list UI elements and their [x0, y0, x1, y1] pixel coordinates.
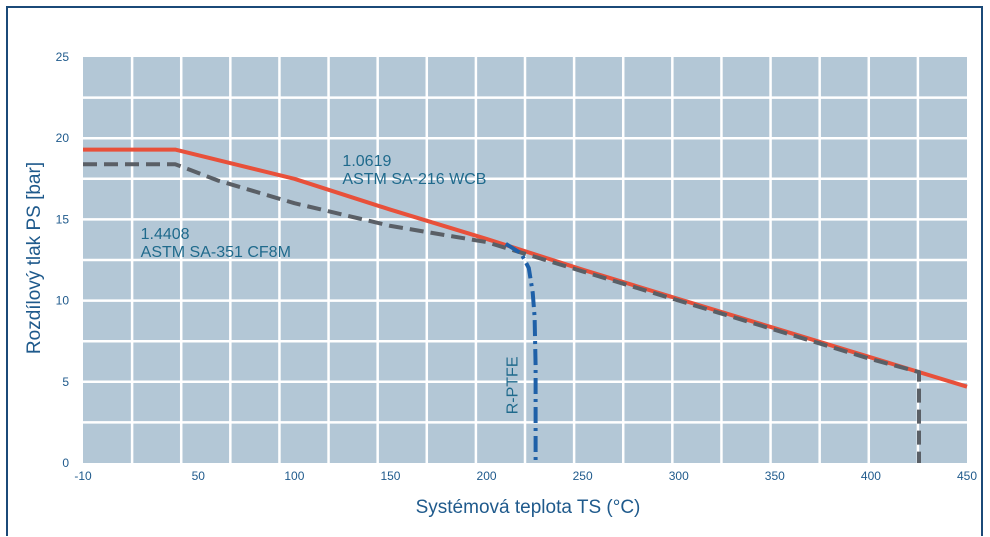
y-tick-label: 10: [56, 294, 70, 308]
x-tick-label: 400: [861, 469, 881, 483]
x-tick-label: -10: [74, 469, 92, 483]
x-tick-label: 250: [573, 469, 593, 483]
y-tick-label: 15: [56, 212, 70, 226]
annotation-2: R-PTFE: [504, 356, 521, 414]
x-tick-label: 350: [765, 469, 785, 483]
series-line-1: [83, 162, 921, 463]
y-tick-label: 20: [56, 131, 70, 145]
x-axis-label: Systémová teplota TS (°C): [416, 497, 641, 518]
y-axis-label: Rozdílový tlak PS [bar]: [24, 162, 45, 354]
annotation-0: 1.0619 ASTM SA-216 WCB: [342, 153, 486, 188]
x-tick-label: 300: [669, 469, 689, 483]
annotation-1: 1.4408 ASTM SA-351 CF8M: [141, 226, 291, 261]
x-tick-label: 450: [957, 469, 977, 483]
series-line-2: [504, 242, 538, 463]
x-tick-label: 150: [380, 469, 400, 483]
x-tick-label: 100: [284, 469, 304, 483]
y-tick-label: 0: [62, 456, 69, 470]
x-tick-label: 200: [477, 469, 497, 483]
x-tick-label: 50: [192, 469, 206, 483]
y-tick-label: 25: [56, 50, 70, 64]
y-tick-label: 5: [62, 375, 69, 389]
